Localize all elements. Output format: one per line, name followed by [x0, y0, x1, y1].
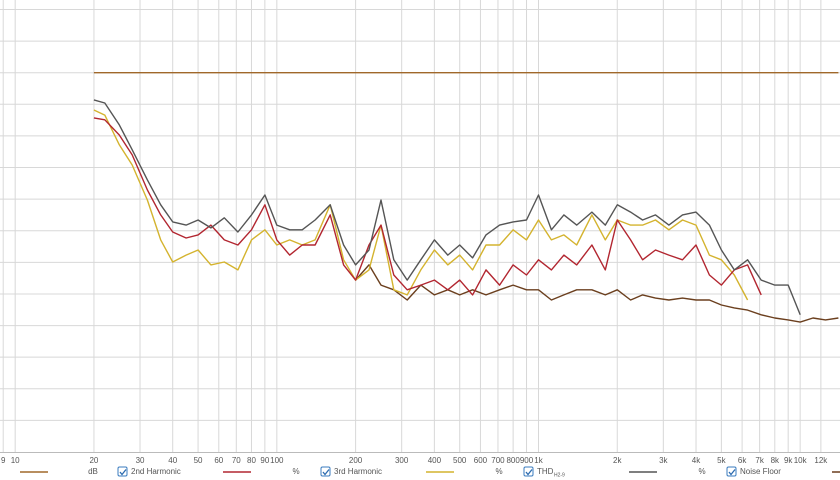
x-tick-label: 6k	[738, 456, 747, 465]
legend-unit: %	[292, 467, 299, 476]
checkbox-box	[320, 466, 331, 477]
x-tick-label: 9k	[784, 456, 793, 465]
checkbox-check	[525, 469, 533, 476]
x-tick-label: 900	[520, 456, 534, 465]
checkbox-box	[117, 466, 128, 477]
legend-subscript: H2-9	[554, 472, 565, 478]
x-tick-label: 600	[474, 456, 488, 465]
x-tick-label: 300	[395, 456, 409, 465]
x-tick-label: 60	[214, 456, 223, 465]
legend-label: 2nd Harmonic	[131, 467, 181, 476]
x-tick-label: 200	[349, 456, 363, 465]
checkbox-box	[523, 466, 534, 477]
plot-area	[0, 0, 840, 452]
legend-unit: %	[698, 467, 705, 476]
x-tick-label: 20	[89, 456, 98, 465]
series-line	[93, 99, 801, 316]
x-tick-label: 50	[194, 456, 203, 465]
legend-label: THD	[537, 467, 554, 476]
legend-unit: dB	[88, 467, 98, 476]
legend-label: 3rd Harmonic	[334, 467, 382, 476]
x-tick-label: 12k	[814, 456, 828, 465]
x-tick-label: 100	[270, 456, 284, 465]
legend-checkbox[interactable]	[726, 466, 737, 477]
x-tick-label: 10	[11, 456, 20, 465]
x-tick-label: 7k	[755, 456, 764, 465]
legend-label: Noise Floor	[740, 467, 781, 476]
x-tick-label: 40	[168, 456, 177, 465]
x-tick-label: 30	[136, 456, 145, 465]
legend-checkbox[interactable]	[117, 466, 128, 477]
x-tick-label: 8k	[771, 456, 780, 465]
x-tick-label: 1k	[534, 456, 543, 465]
x-tick-label: 80	[247, 456, 256, 465]
legend-checkbox[interactable]	[320, 466, 331, 477]
x-tick-label: 800	[506, 456, 520, 465]
x-tick-label: 2k	[613, 456, 622, 465]
series-line	[93, 109, 749, 301]
legend-checkbox[interactable]	[523, 466, 534, 477]
x-tick-label: 700	[491, 456, 505, 465]
checkbox-check	[728, 469, 736, 476]
x-tick-label: 500	[453, 456, 467, 465]
x-tick-label: 70	[232, 456, 241, 465]
x-tick-label: 3k	[659, 456, 668, 465]
x-tick-label: 10k	[794, 456, 808, 465]
x-tick-label: 90	[260, 456, 269, 465]
checkbox-check	[322, 469, 330, 476]
x-tick-label: 400	[428, 456, 442, 465]
series-line	[93, 117, 762, 296]
series-line	[355, 264, 839, 323]
x-tick-label: 4k	[692, 456, 701, 465]
x-tick-label: 9	[1, 456, 6, 465]
checkbox-check	[119, 469, 127, 476]
legend-unit: %	[495, 467, 502, 476]
checkbox-box	[726, 466, 737, 477]
x-tick-label: 5k	[717, 456, 726, 465]
